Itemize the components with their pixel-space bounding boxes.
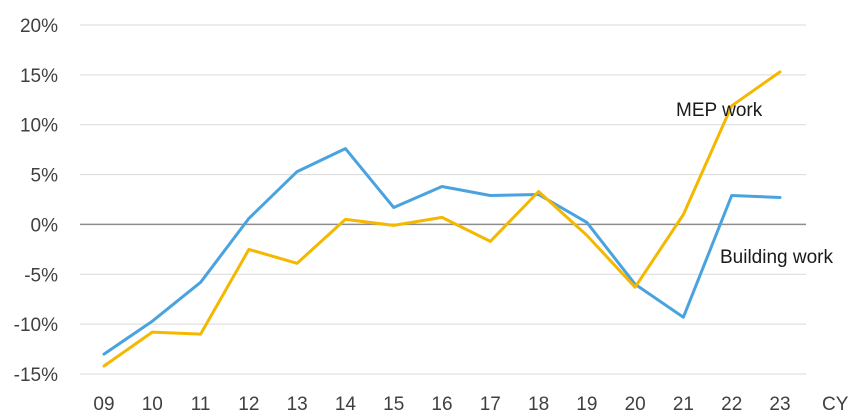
y-axis-ticks: 20% 15% 10% 5% 0% -5% -10% -15% bbox=[14, 16, 58, 386]
x-tick-label: 15 bbox=[383, 394, 404, 415]
x-tick-label: 22 bbox=[721, 394, 742, 415]
gridlines bbox=[80, 24, 806, 375]
x-tick-label: 21 bbox=[673, 394, 694, 415]
y-tick-label: 15% bbox=[20, 66, 58, 87]
x-axis-title: CY bbox=[822, 394, 849, 415]
x-axis-ticks: 09 10 11 12 13 14 15 16 17 18 19 20 21 22 23 bbox=[93, 394, 790, 415]
x-tick-label: 12 bbox=[238, 394, 259, 415]
y-tick-label: 5% bbox=[31, 166, 59, 187]
x-tick-label: 10 bbox=[142, 394, 163, 415]
x-tick-label: 17 bbox=[480, 394, 501, 415]
series-label-building-work: Building work bbox=[720, 247, 833, 268]
y-tick-label: 0% bbox=[31, 215, 59, 236]
y-tick-label: 20% bbox=[20, 16, 58, 37]
x-tick-label: 18 bbox=[528, 394, 549, 415]
x-tick-label: 19 bbox=[576, 394, 597, 415]
series-lines bbox=[102, 70, 782, 368]
x-tick-label: 13 bbox=[287, 394, 308, 415]
y-tick-label: 10% bbox=[20, 116, 58, 137]
x-tick-label: 11 bbox=[191, 394, 211, 415]
x-tick-label: 20 bbox=[625, 394, 646, 415]
y-tick-label: -10% bbox=[14, 315, 58, 336]
x-tick-label: 23 bbox=[769, 394, 790, 415]
series-line-building-work bbox=[102, 147, 782, 356]
y-tick-label: -5% bbox=[24, 265, 58, 286]
x-tick-label: 09 bbox=[93, 394, 114, 415]
series-line-mep-work bbox=[102, 70, 782, 368]
x-tick-label: 14 bbox=[335, 394, 357, 415]
y-tick-label: -15% bbox=[14, 365, 58, 386]
series-label-mep-work: MEP work bbox=[676, 100, 763, 121]
x-tick-label: 16 bbox=[431, 394, 452, 415]
